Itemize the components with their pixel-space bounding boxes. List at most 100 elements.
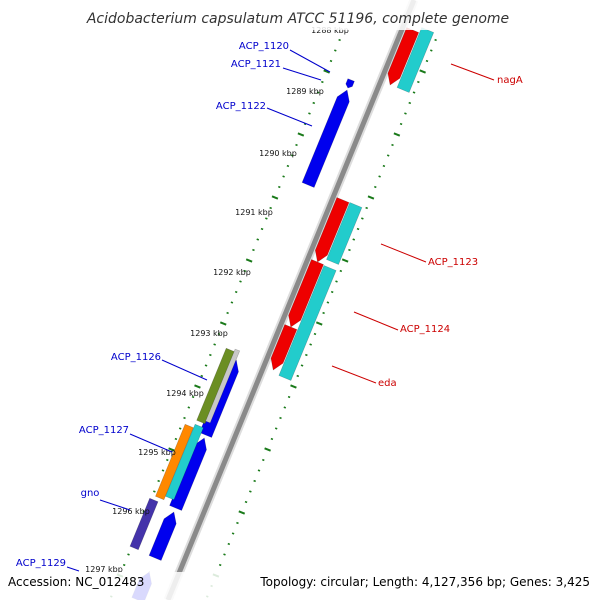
gene-label-reverse: ACP_1123 <box>428 257 478 268</box>
minor-tick <box>231 532 235 535</box>
minor-tick <box>227 542 231 546</box>
minor-tick <box>309 343 312 346</box>
cog-forward-ACP_1126-shade <box>205 348 241 424</box>
minor-tick <box>234 290 238 294</box>
major-tick <box>315 321 323 326</box>
minor-tick <box>282 175 285 178</box>
cog-reverse-ACP_1124 <box>278 265 337 381</box>
kbp-label: 1290 kbp <box>259 149 297 158</box>
major-tick <box>393 132 401 137</box>
gene-leader-line <box>380 243 427 263</box>
minor-tick <box>412 91 416 94</box>
minor-tick <box>408 101 412 105</box>
kbp-label: 1294 kbp <box>166 389 204 398</box>
topology-text: Topology: circular; Length: 4,127,356 bp… <box>259 575 590 589</box>
major-tick <box>219 321 227 326</box>
kbp-label: 1289 kbp <box>286 87 324 96</box>
minor-tick <box>374 185 377 189</box>
minor-tick <box>313 332 317 336</box>
minor-tick <box>300 364 304 367</box>
minor-tick <box>399 122 403 126</box>
minor-tick <box>352 238 356 241</box>
minor-tick <box>295 143 298 147</box>
kbp-label: 1297 kbp <box>85 565 123 574</box>
gene-leader-line <box>289 49 331 73</box>
kbp-label: 1291 kbp <box>235 208 273 217</box>
major-tick <box>419 69 426 74</box>
minor-tick <box>157 479 160 483</box>
minor-tick <box>348 248 351 252</box>
minor-tick <box>256 238 260 241</box>
minor-tick <box>329 59 333 63</box>
gene-leader-line <box>331 365 377 384</box>
gene-label-forward: ACP_1126 <box>111 352 161 363</box>
major-tick <box>245 258 253 263</box>
map-title: Acidobacterium capsulatum ATCC 51196, co… <box>86 11 509 27</box>
label-layer: 1288 kbp 1289 kbp 1290 kbp 1291 kbp 1292 kbp… <box>16 26 523 574</box>
gene-leader-line <box>161 359 208 381</box>
minor-tick <box>218 563 222 567</box>
minor-tick <box>303 122 307 126</box>
minor-tick <box>204 364 208 367</box>
minor-tick <box>356 227 360 231</box>
major-tick <box>168 447 175 452</box>
minor-tick <box>209 353 212 357</box>
gene-leader-line <box>129 433 173 453</box>
tick-track-right <box>206 38 437 598</box>
minor-tick <box>321 80 324 84</box>
major-tick <box>367 195 375 200</box>
kbp-label: 1296 kbp <box>112 507 150 516</box>
major-tick <box>194 384 201 389</box>
gene-label-forward: ACP_1129 <box>16 558 66 569</box>
minor-tick <box>253 479 256 483</box>
cds-reverse-ACP_1124 <box>288 259 324 328</box>
major-tick <box>323 69 330 74</box>
minor-tick <box>260 227 264 231</box>
gene-leader-line <box>266 107 313 127</box>
cds-forward-ACP_1122 <box>301 89 350 188</box>
minor-tick <box>178 427 182 430</box>
cog-forward-ACP_1127 <box>155 423 194 501</box>
kbp-label: 1288 kbp <box>311 26 349 35</box>
cds-reverse-eda <box>270 324 298 371</box>
gene-leader-line <box>450 63 495 81</box>
minor-tick <box>200 374 204 378</box>
minor-tick <box>335 280 338 283</box>
minor-tick <box>270 437 274 441</box>
gene-label-reverse: eda <box>378 378 397 389</box>
minor-tick <box>308 112 311 115</box>
minor-tick <box>279 416 282 420</box>
minor-tick <box>312 101 316 105</box>
major-tick <box>271 195 279 200</box>
gene-label-forward: gno <box>81 488 100 499</box>
minor-tick <box>365 206 368 210</box>
minor-tick <box>239 280 242 283</box>
cds-forward-gno <box>148 511 177 561</box>
title-backdrop <box>0 0 600 30</box>
minor-tick <box>417 80 420 84</box>
minor-tick <box>153 490 156 493</box>
minor-tick <box>296 374 300 378</box>
minor-tick <box>274 427 278 430</box>
minor-tick <box>265 217 268 220</box>
minor-tick <box>386 154 390 157</box>
minor-tick <box>236 521 239 525</box>
kbp-label: 1295 kbp <box>138 448 176 457</box>
gene-leader-line <box>66 566 80 572</box>
minor-tick <box>174 437 178 441</box>
minor-tick <box>283 406 287 409</box>
minor-tick <box>213 343 216 346</box>
minor-tick <box>338 38 341 42</box>
cog-reverse-nagA <box>396 27 435 93</box>
minor-tick <box>243 269 247 273</box>
minor-tick <box>404 112 407 115</box>
minor-tick <box>286 164 290 168</box>
major-tick <box>341 258 349 263</box>
minor-tick <box>187 406 191 409</box>
kbp-label: 1292 kbp <box>213 268 251 277</box>
gene-label-forward: ACP_1122 <box>216 101 266 112</box>
cog-forward-ACP_1126 <box>196 347 235 425</box>
gene-leader-line <box>353 311 399 331</box>
minor-tick <box>230 301 234 304</box>
